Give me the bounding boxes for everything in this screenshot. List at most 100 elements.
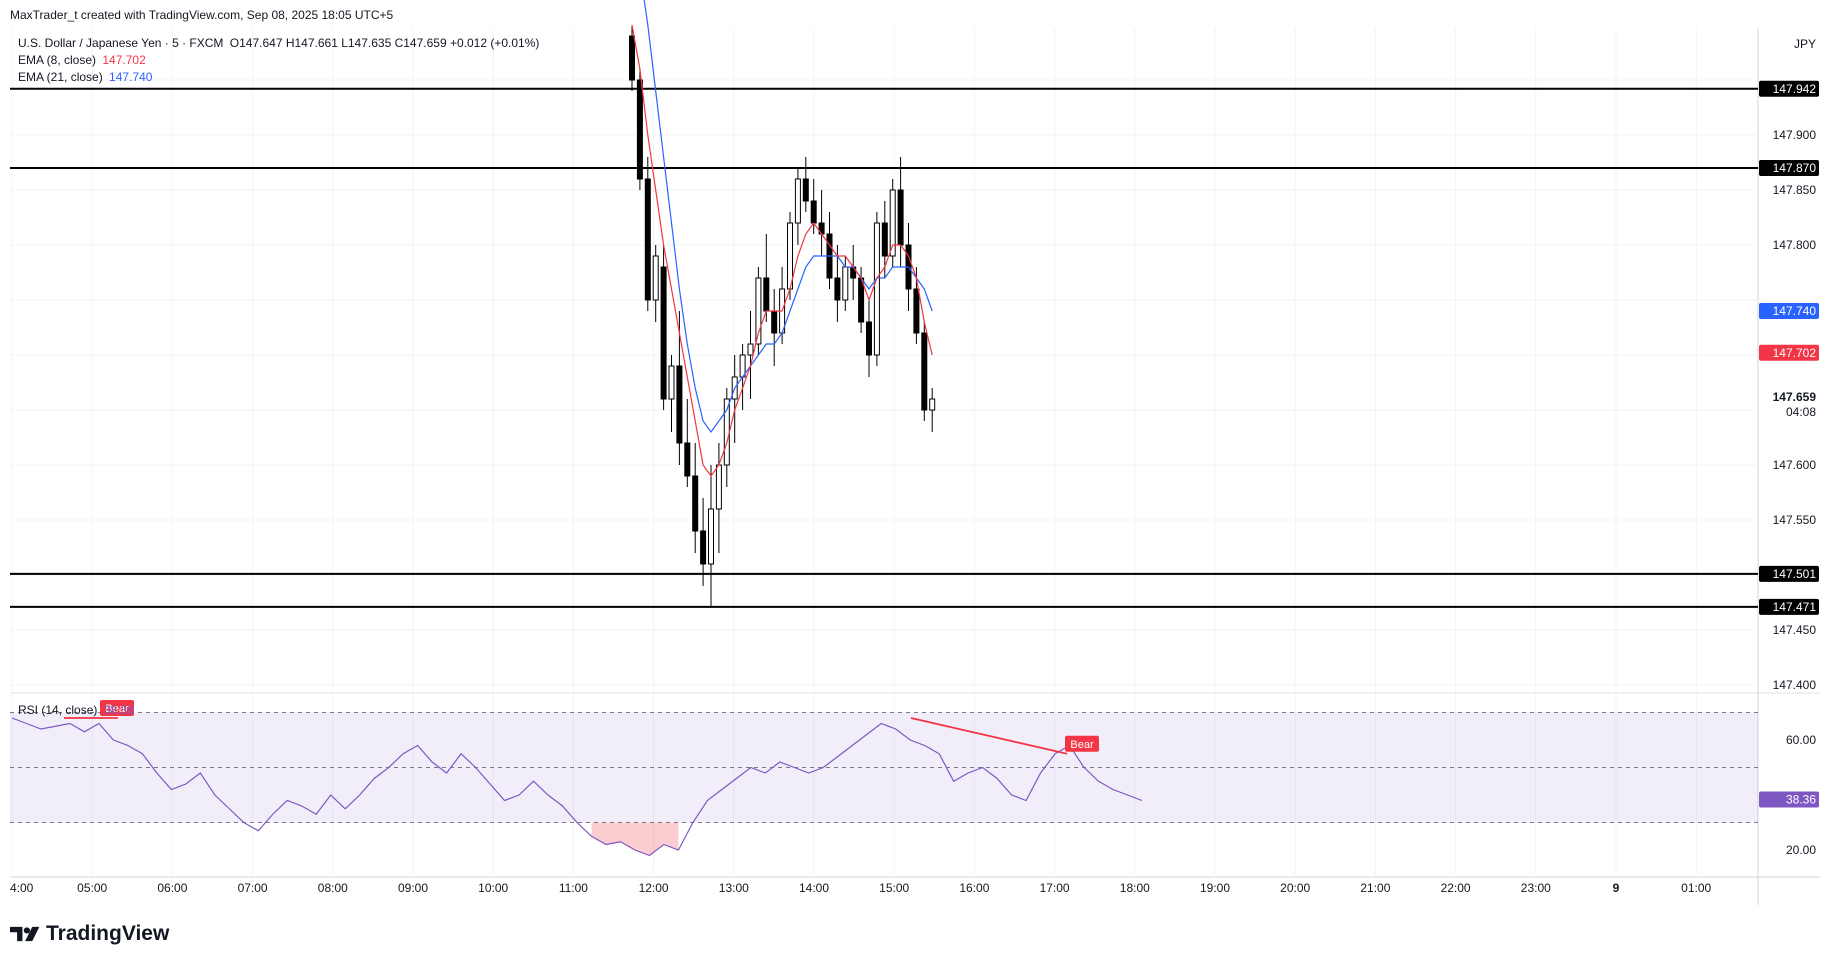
divergence-line [910, 717, 1068, 755]
candle-body [692, 475, 699, 532]
candle-body [929, 398, 936, 411]
rsi-label: RSI (14, close) [18, 703, 98, 717]
candle-body [652, 255, 659, 301]
time-tick-label: 15:00 [879, 881, 909, 895]
time-tick-label: 11:00 [559, 881, 588, 895]
divergence-label: Bear [105, 703, 129, 715]
candle-body [755, 277, 762, 345]
last-price-label: 147.659 [1773, 390, 1817, 404]
time-tick-label: 17:00 [1040, 881, 1070, 895]
rsi-legend[interactable]: RSI (14, close) 38.36 [18, 703, 134, 717]
candle-body [810, 200, 817, 224]
candle-body [921, 332, 928, 411]
ema21-price-badge [1759, 303, 1819, 319]
candle-body [834, 277, 841, 301]
level-price-badge [1759, 160, 1819, 176]
time-tick-label: 19:00 [1200, 881, 1230, 895]
candle-body [771, 310, 778, 334]
divergence-badge [100, 700, 134, 716]
candle-body [644, 178, 651, 301]
time-tick-label: 07:00 [238, 881, 268, 895]
candle-body [794, 178, 801, 224]
time-tick-label: 08:00 [318, 881, 348, 895]
candle-body [629, 35, 635, 81]
ema21-price-label: 147.740 [1773, 304, 1817, 318]
divergence-badge [1065, 735, 1099, 752]
level-price-label: 147.471 [1773, 600, 1817, 614]
candle-body [913, 288, 920, 334]
price-tick-label: 147.900 [1773, 128, 1817, 142]
level-price-label: 147.501 [1773, 567, 1817, 581]
rsi-value-badge [1759, 791, 1819, 808]
candle-body [873, 222, 880, 356]
tradingview-logo-icon [10, 926, 40, 942]
candle-body [708, 508, 714, 565]
candle-body [747, 343, 754, 356]
ema21-value: 147.740 [109, 70, 153, 84]
brand-name: TradingView [46, 922, 170, 945]
candle-body [700, 530, 707, 565]
ema8-line [631, 24, 933, 478]
time-tick-label: 16:00 [959, 881, 989, 895]
time-tick-label: 12:00 [639, 881, 669, 895]
candle-body [636, 79, 643, 180]
level-price-badge [1759, 565, 1819, 582]
time-tick-label: 4:00 [10, 881, 34, 895]
candle-body [889, 189, 896, 257]
time-tick-label: 01:00 [1681, 881, 1711, 895]
price-tick-label: 147.400 [1773, 678, 1817, 692]
time-tick-label: 06:00 [157, 881, 187, 895]
level-price-label: 147.870 [1773, 161, 1817, 175]
price-tick-label: 147.850 [1773, 183, 1817, 197]
rsi-value: 38.36 [103, 703, 134, 717]
author-line: MaxTrader_t created with TradingView.com… [10, 8, 394, 22]
price-tick-label: 147.800 [1773, 238, 1817, 252]
ema8-value: 147.702 [102, 53, 146, 67]
tradingview-logo[interactable]: TradingView [10, 922, 169, 946]
candle-body [668, 365, 675, 400]
ema8-legend[interactable]: EMA (8, close) 147.702 [18, 53, 146, 67]
rsi-tick-label: 60.00 [1786, 733, 1816, 747]
symbol-legend[interactable]: U.S. Dollar / Japanese Yen · 5 · FXCM O1… [18, 36, 539, 50]
candle-body [715, 464, 722, 510]
ema21-legend[interactable]: EMA (21, close) 147.740 [18, 70, 152, 84]
time-tick-label: 18:00 [1120, 881, 1150, 895]
candle-body [802, 178, 809, 202]
ema8-price-label: 147.702 [1773, 346, 1817, 360]
symbol-name: U.S. Dollar / Japanese Yen · 5 · FXCM [18, 36, 224, 50]
time-tick-label: 10:00 [478, 881, 508, 895]
time-tick-label: 14:00 [799, 881, 829, 895]
ohlc-values: O147.647 H147.661 L147.635 C147.659 +0.0… [229, 36, 540, 50]
candle-body [787, 222, 793, 290]
candle-body [866, 321, 872, 356]
time-tick-label: 09:00 [398, 881, 428, 895]
level-price-label: 147.942 [1773, 82, 1817, 96]
time-tick-label: 9 [1613, 881, 1620, 895]
time-tick-label: 20:00 [1280, 881, 1310, 895]
ema21-line [643, 0, 933, 434]
time-tick-label: 21:00 [1360, 881, 1390, 895]
price-tick-label: 147.600 [1773, 458, 1817, 472]
candle-body [881, 222, 888, 257]
divergence-label: Bear [1070, 739, 1094, 751]
price-tick-label: 147.550 [1773, 513, 1817, 527]
currency-label: JPY [1794, 37, 1816, 51]
rsi-oversold-fill [591, 822, 679, 856]
time-tick-label: 13:00 [719, 881, 749, 895]
candle-body [676, 365, 683, 444]
level-price-badge [1759, 598, 1819, 615]
time-tick-label: 22:00 [1441, 881, 1471, 895]
ema8-label: EMA (8, close) [18, 53, 97, 67]
rsi-tick-label: 20.00 [1786, 843, 1816, 857]
candle-body [684, 442, 691, 477]
ema21-label: EMA (21, close) [18, 70, 103, 84]
rsi-line [11, 717, 1143, 857]
level-price-badge [1759, 80, 1819, 97]
candle-body [897, 189, 904, 246]
bar-countdown-label: 04:08 [1786, 405, 1816, 419]
rsi-value-badge-label: 38.36 [1786, 793, 1816, 807]
ema8-price-badge [1759, 344, 1819, 361]
candle-body [842, 266, 849, 301]
plot-background [10, 28, 1758, 875]
